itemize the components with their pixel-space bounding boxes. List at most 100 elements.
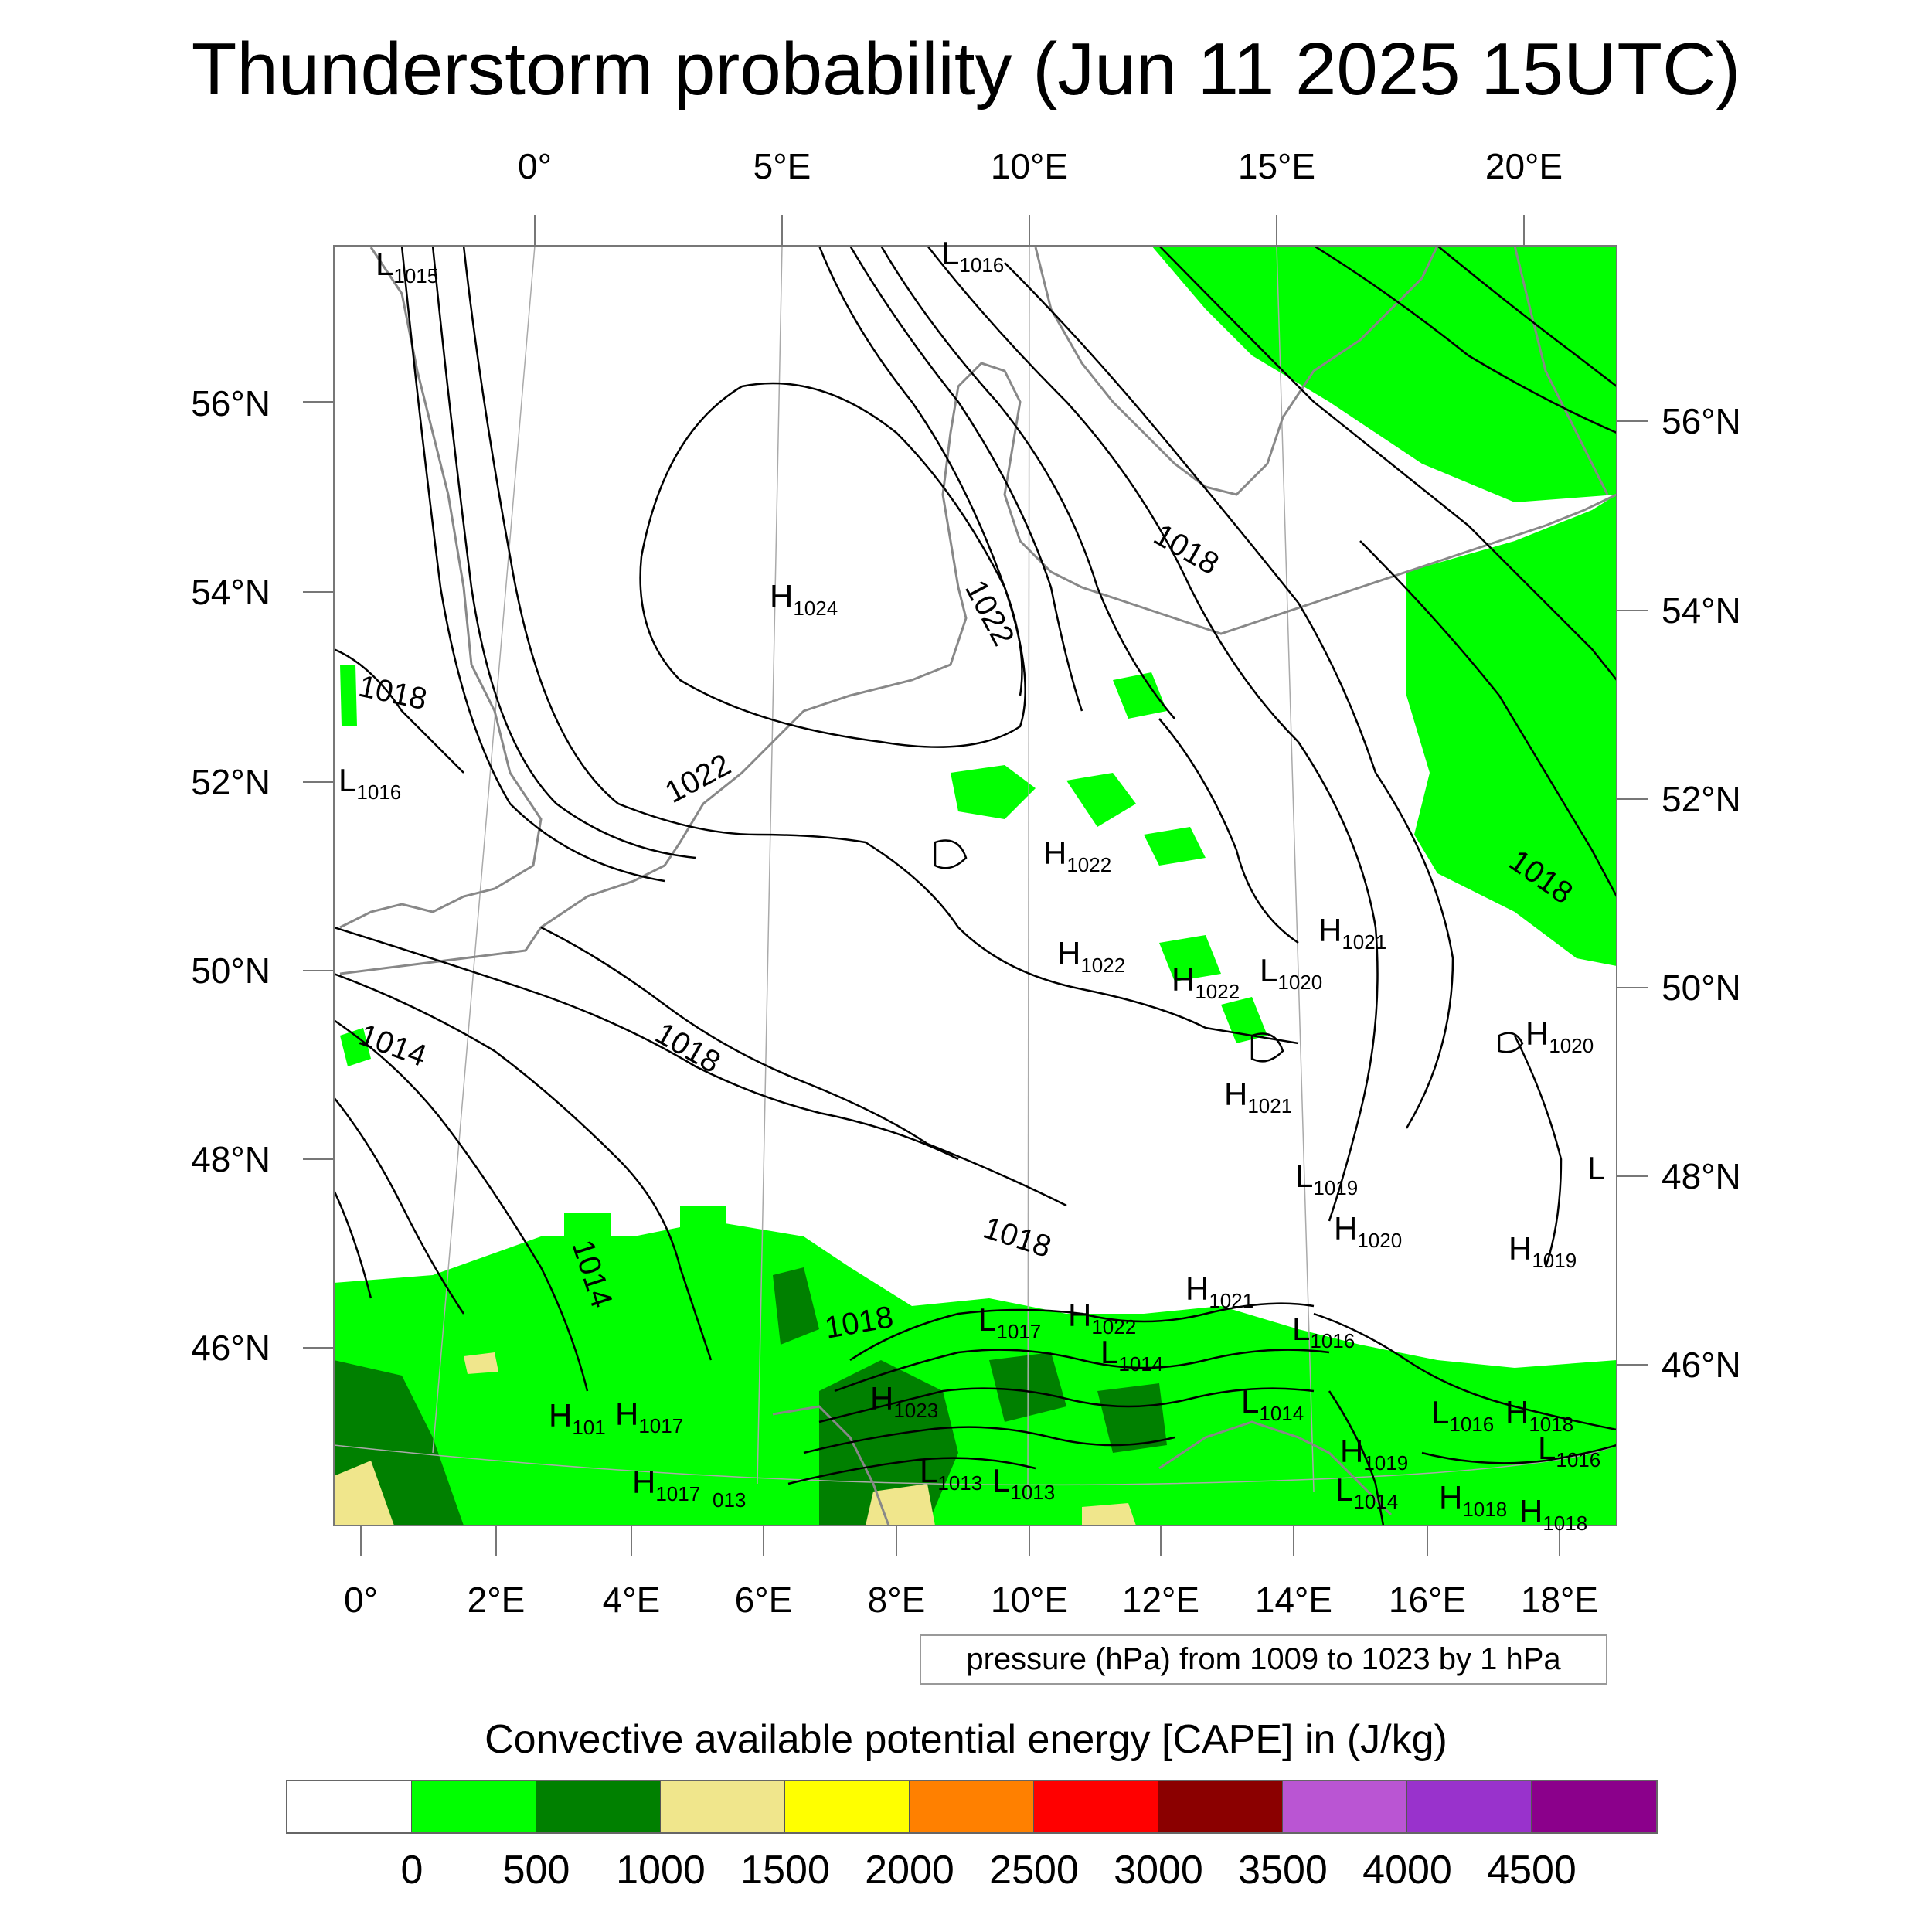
isobar-t (1374, 772, 1454, 1129)
coast-channel (339, 386, 968, 975)
cape-high-region-4 (464, 1352, 498, 1374)
colorbar-swatch (1158, 1781, 1283, 1832)
isobar-c (849, 246, 1083, 712)
colorbar-label: 0 (400, 1848, 423, 1893)
isobar-i (1437, 246, 1617, 387)
coast-baltic (1081, 493, 1617, 635)
cape-patch-4 (1159, 935, 1221, 981)
isobar-label: 1018 (1148, 518, 1225, 582)
pressure-center: H1019 (1340, 1433, 1408, 1475)
lon-label-bottom: 4°E (602, 1580, 661, 1620)
cape-dark-region-3 (773, 1267, 819, 1345)
isobar-1022-east (818, 246, 1023, 696)
isobar-w (1328, 1390, 1385, 1526)
isobar-f (1004, 262, 1377, 774)
isobar-alps-2 (834, 1349, 1330, 1393)
cape-patch-8 (340, 1028, 371, 1066)
lon-label-top: 10°E (990, 146, 1069, 186)
isobar-k (334, 926, 959, 1161)
graticule (334, 246, 1617, 1500)
isobar-j (1359, 540, 1617, 897)
pressure-center: H1024 (770, 578, 838, 620)
pressure-center: L1014 (1241, 1383, 1304, 1425)
pressure-center: L1020 (1260, 952, 1322, 994)
isobar-v (1313, 1312, 1617, 1431)
cape-high-region-3 (1082, 1503, 1136, 1526)
cape-high-shading (334, 1352, 1136, 1526)
lat-label-right: 54°N (1662, 590, 1741, 631)
lon-label-top: 5°E (753, 146, 811, 186)
lat-label-left: 50°N (191, 951, 270, 991)
colorbar-swatch (910, 1781, 1034, 1832)
isobar-e (927, 246, 1299, 743)
cape-high-region-1 (334, 1461, 394, 1526)
pressure-center: H1022 (1068, 1297, 1136, 1338)
isobar-u (1513, 1035, 1563, 1268)
coast-baltic-east (1513, 246, 1609, 495)
lat-label-left: 46°N (191, 1328, 270, 1368)
isobar-loop-3 (1498, 1032, 1524, 1053)
lon-label-bottom: 8°E (867, 1580, 926, 1620)
colorbar-label: 1000 (616, 1848, 706, 1893)
pressure-center: L1016 (1431, 1394, 1494, 1436)
pressure-center: L1013 (992, 1462, 1055, 1504)
cape-patch-7 (340, 665, 357, 726)
isobar-r (1158, 718, 1299, 944)
pressure-center: H1019 (1509, 1230, 1577, 1272)
isobar-p (540, 926, 1067, 1207)
lat-label-right: 50°N (1662, 968, 1741, 1008)
cape-dark-region-2 (819, 1360, 958, 1526)
colorbar-label: 4500 (1487, 1848, 1577, 1893)
pressure-center: H1021 (1185, 1270, 1253, 1312)
colorbar-swatch (536, 1781, 661, 1832)
colorbar-swatch (1532, 1781, 1656, 1832)
lon-label-top: 15°E (1237, 146, 1316, 186)
isobar-o (334, 1189, 372, 1299)
isobar-q (865, 841, 1299, 1045)
isobar-alps-5 (787, 1457, 1036, 1485)
pressure-center: H101 (549, 1397, 606, 1439)
pressure-center: L1016 (1538, 1430, 1600, 1471)
colorbar-label: 3000 (1114, 1848, 1203, 1893)
lat-label-right: 46°N (1662, 1345, 1741, 1385)
isobar-label: 1022 (958, 575, 1021, 651)
pressure-center: H1020 (1334, 1210, 1402, 1252)
lat-label-right: 52°N (1662, 779, 1741, 819)
isobar-n (334, 1097, 465, 1315)
pressure-center: L1016 (1292, 1311, 1355, 1352)
lat-label-left: 48°N (191, 1139, 270, 1179)
pressure-center: H1018 (1505, 1394, 1573, 1436)
isobar-label: 1018 (979, 1211, 1055, 1264)
isobar-high-center (639, 382, 1026, 748)
cape-patch-2 (1066, 773, 1136, 827)
cape-shading (334, 246, 1617, 1526)
pressure-center: H1017 (615, 1396, 683, 1437)
lon-label-bottom: 16°E (1388, 1580, 1467, 1620)
pressure-center: H1022 (1172, 961, 1240, 1003)
colorbar-label: 2500 (989, 1848, 1079, 1893)
isobar-g (1158, 246, 1617, 681)
isobar-label: 1018 (355, 669, 430, 717)
pressure-center: H1018 (1519, 1493, 1587, 1535)
lon-label-bottom: 12°E (1121, 1580, 1200, 1620)
isobars (334, 246, 1617, 1526)
lat-label-right: 48°N (1662, 1156, 1741, 1196)
cape-region-south (334, 1221, 1617, 1526)
colorbar-swatch (661, 1781, 785, 1832)
coast-sweden (1034, 246, 1439, 496)
isobar-a (431, 246, 696, 859)
cape-patch-1 (951, 765, 1036, 819)
lon-label-bottom: 14°E (1254, 1580, 1333, 1620)
colorbar-label: 3500 (1238, 1848, 1328, 1893)
pressure-center: H1023 (870, 1380, 938, 1422)
pressure-center: L1014 (1100, 1334, 1163, 1376)
coast-uk-east (339, 247, 543, 929)
lon-label-top: 20°E (1485, 146, 1563, 186)
cape-region-north-east (1151, 246, 1617, 502)
lat-label-right: 56°N (1662, 401, 1741, 441)
pressure-center: H1021 (1318, 912, 1386, 954)
pressure-center: H1022 (1043, 835, 1111, 876)
colorbar-label: 4000 (1362, 1848, 1452, 1893)
isobar-b (400, 246, 665, 883)
colorbar-label: 1500 (740, 1848, 830, 1893)
